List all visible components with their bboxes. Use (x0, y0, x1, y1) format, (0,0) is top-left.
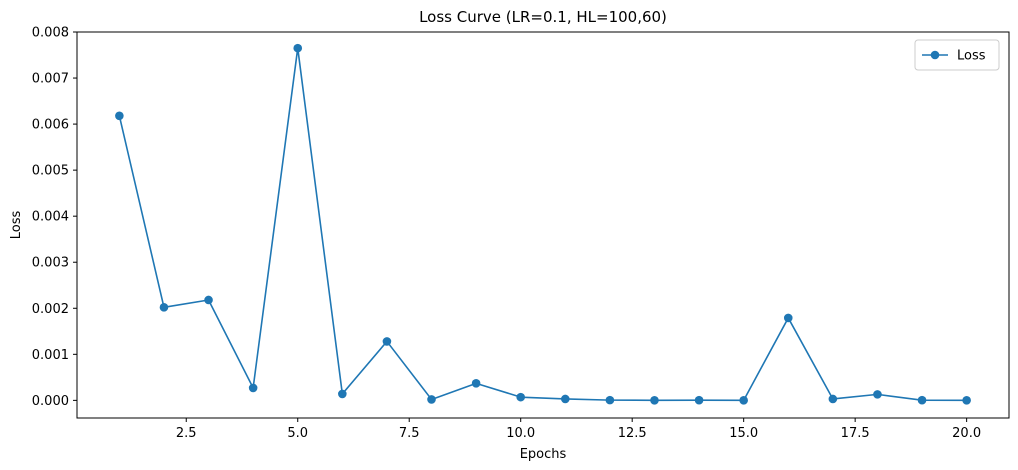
legend-marker (930, 50, 940, 60)
data-point (650, 395, 659, 405)
data-point (739, 396, 748, 405)
x-tick-label: 5.0 (287, 426, 308, 441)
data-point (293, 43, 303, 53)
data-point (427, 395, 436, 404)
legend: Loss (914, 39, 1000, 71)
x-tick-label: 10.0 (506, 426, 535, 441)
legend-label: Loss (957, 49, 986, 64)
data-point (605, 395, 615, 405)
chart-title: Loss Curve (LR=0.1, HL=100,60) (419, 8, 667, 26)
data-point (204, 295, 213, 305)
data-point (115, 111, 124, 121)
x-tick-label: 2.5 (176, 426, 197, 441)
data-point (962, 395, 971, 405)
x-tick-label: 17.5 (841, 426, 870, 441)
data-point (382, 337, 392, 346)
y-tick-label: 0.000 (32, 394, 69, 409)
data-point (694, 395, 704, 405)
x-axis-label: Epochs (520, 447, 567, 462)
data-point (917, 395, 927, 405)
x-tick-label: 15.0 (729, 426, 758, 441)
plot-area: 2.5 5.0 7.5 10.0 12.5 15.0 17.5 20.0 0.000 0.001 0… (32, 26, 1010, 441)
data-point (783, 313, 793, 323)
y-tick-label: 0.001 (32, 348, 69, 363)
y-tick-label: 0.007 (32, 72, 69, 87)
x-tick-label: 20.0 (952, 426, 981, 441)
x-tick-label: 12.5 (618, 426, 647, 441)
y-tick-label: 0.003 (32, 256, 69, 271)
legend-box (914, 39, 1000, 71)
y-axis-label: Loss (9, 211, 24, 240)
plot-frame (76, 31, 1010, 419)
y-tick-label: 0.006 (32, 118, 69, 133)
data-point (828, 394, 838, 404)
data-point (873, 390, 882, 399)
y-tick-label: 0.005 (32, 164, 69, 179)
data-point (159, 303, 169, 312)
x-tick-label: 7.5 (399, 426, 420, 441)
data-point (338, 389, 347, 399)
data-point (516, 392, 526, 402)
data-point (248, 383, 258, 393)
y-tick-label: 0.002 (32, 302, 69, 317)
y-tick-label: 0.008 (32, 26, 69, 41)
data-point (471, 379, 481, 388)
series-line-loss (118, 47, 967, 402)
y-tick-label: 0.004 (32, 210, 69, 225)
data-point (560, 394, 570, 404)
